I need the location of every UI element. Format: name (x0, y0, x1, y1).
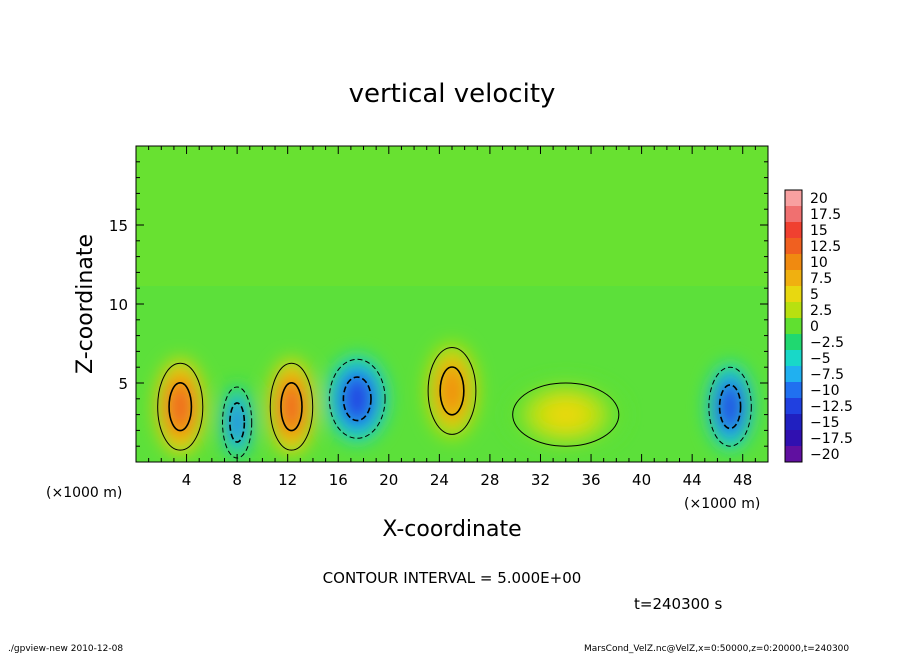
footer-left: ./gpview-new 2010-12-08 (8, 644, 123, 654)
x-tick-label: 44 (683, 471, 702, 489)
footer-right: MarsCond_VelZ.nc@VelZ,x=0:50000,z=0:2000… (584, 644, 849, 654)
colorbar-label: 2.5 (810, 303, 832, 319)
contour-inner (168, 382, 193, 432)
x-tick-label: 32 (531, 471, 550, 489)
contour-outer (512, 382, 620, 447)
cell-core (345, 379, 370, 419)
colorbar-swatch (785, 206, 802, 223)
colorbar-label: 0 (810, 319, 819, 335)
colorbar-swatch (785, 398, 802, 415)
colorbar-swatch (785, 286, 802, 303)
contour-inner (439, 366, 465, 416)
colorbar-swatch (785, 350, 802, 367)
cell-core (720, 386, 740, 427)
cell-core (543, 398, 589, 431)
colorbar-label: −12.5 (810, 399, 853, 415)
colorbar-label: −7.5 (810, 367, 844, 383)
colorbar-label: −2.5 (810, 335, 844, 351)
cell-core (282, 384, 301, 429)
y-axis: 5 10 15 (109, 161, 768, 447)
x-unit-right: (×1000 m) (684, 496, 760, 512)
colorbar-label: 20 (810, 191, 828, 207)
y-tick-label: 5 (118, 375, 128, 393)
colorbar-label: 7.5 (810, 271, 832, 287)
y-axis-label: Z-coordinate (73, 234, 98, 374)
colorbar-frame (784, 189, 803, 463)
contour-inner (342, 376, 372, 422)
x-unit-left: (×1000 m) (46, 485, 122, 501)
colorbar-swatch (785, 238, 802, 255)
colorbar-swatch (785, 366, 802, 383)
colorbar-swatch (785, 318, 802, 335)
contour-interval: CONTOUR INTERVAL = 5.000E+00 (323, 569, 582, 587)
x-tick-label: 8 (232, 471, 242, 489)
contour-outer (328, 358, 386, 439)
colorbar-swatch (785, 190, 802, 207)
contour-inner (229, 402, 246, 443)
colorbar-swatch (785, 430, 802, 447)
x-tick-label: 24 (430, 471, 449, 489)
x-tick-label: 28 (480, 471, 499, 489)
cell-core (230, 404, 244, 441)
plot-area (136, 146, 768, 462)
contour-inner (718, 384, 742, 430)
cell-core (170, 384, 190, 429)
contour-outer (708, 366, 752, 447)
colorbar-label: −5 (810, 351, 831, 367)
time-label: t=240300 s (634, 595, 722, 613)
colorbar-swatch (785, 270, 802, 287)
colorbar: 2017.51512.5107.552.50−2.5−5−7.5−10−12.5… (784, 189, 853, 463)
colorbar-label: 17.5 (810, 207, 841, 223)
contour-outer (157, 362, 204, 451)
colorbar-label: −10 (810, 383, 840, 399)
colorbar-swatch (785, 302, 802, 319)
colorbar-label: 5 (810, 287, 819, 303)
colorbar-swatch (785, 254, 802, 271)
x-tick-label: 48 (733, 471, 752, 489)
colorbar-swatch (785, 446, 802, 463)
colorbar-swatch (785, 222, 802, 239)
contour-outer (269, 362, 314, 451)
contour-inner (280, 382, 303, 432)
x-tick-label: 36 (581, 471, 600, 489)
colorbar-label: 15 (810, 223, 828, 239)
colorbar-label: −17.5 (810, 431, 853, 447)
x-tick-label: 4 (182, 471, 192, 489)
x-tick-label: 20 (379, 471, 398, 489)
colorbar-swatch (785, 382, 802, 399)
chart-title: vertical velocity (349, 79, 556, 109)
contour-outer (427, 346, 477, 435)
x-tick-label: 12 (278, 471, 297, 489)
colorbar-swatch (785, 414, 802, 431)
y-tick-label: 15 (109, 217, 128, 235)
x-tick-label: 40 (632, 471, 651, 489)
cell-core (441, 369, 463, 413)
x-axis: 4 8 12 16 20 24 28 32 36 40 44 48 (148, 146, 756, 489)
colorbar-label: −20 (810, 447, 840, 463)
x-axis-label: X-coordinate (382, 517, 521, 542)
x-tick-label: 16 (329, 471, 348, 489)
colorbar-label: 12.5 (810, 239, 841, 255)
colorbar-label: 10 (810, 255, 828, 271)
y-tick-label: 10 (109, 296, 128, 314)
upper-field-shade (136, 146, 768, 286)
colorbar-swatch (785, 334, 802, 351)
colorbar-label: −15 (810, 415, 840, 431)
